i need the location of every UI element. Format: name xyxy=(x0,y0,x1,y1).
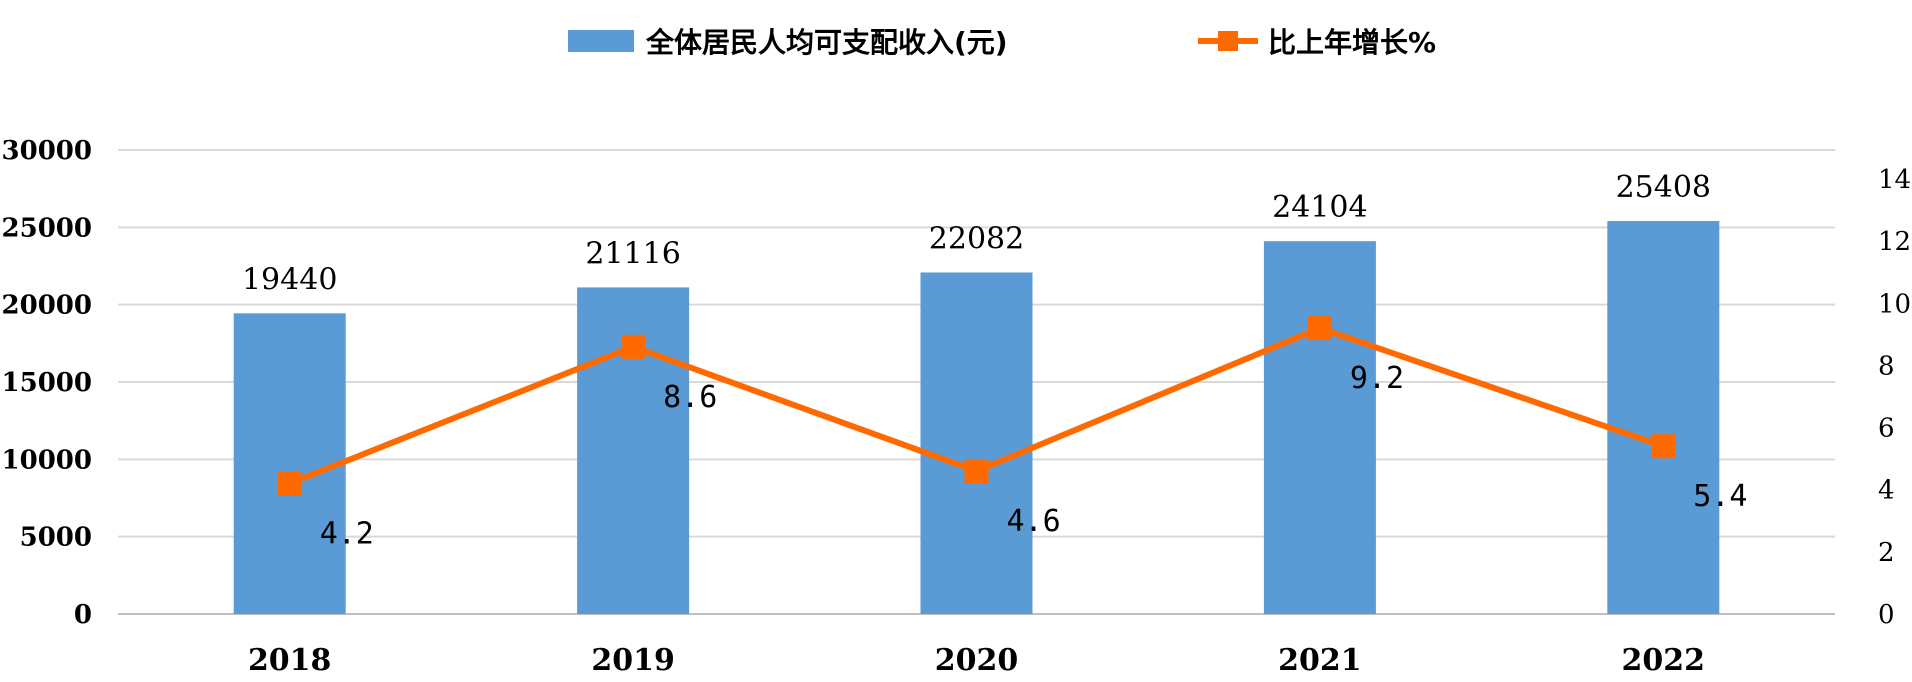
line-data-label: 4.6 xyxy=(1007,504,1061,539)
x-axis: 2018 2019 2020 2021 2022 xyxy=(248,643,1705,678)
line-marker xyxy=(621,334,646,359)
left-tick-label: 10000 xyxy=(2,445,92,475)
x-tick-label: 2018 xyxy=(248,643,332,678)
right-tick-label: 2 xyxy=(1878,538,1895,568)
line-marker xyxy=(1307,316,1332,341)
bar xyxy=(233,313,346,614)
right-tick-label: 12 xyxy=(1878,227,1911,257)
right-tick-label: 10 xyxy=(1878,289,1911,319)
line-data-label: 8.6 xyxy=(663,380,717,415)
bar-series: 19440 21116 22082 24104 25408 xyxy=(233,170,1720,614)
line-series: 4.2 8.6 4.6 9.2 5.4 xyxy=(277,316,1747,552)
legend-label-bar: 全体居民人均可支配收入(元) xyxy=(645,26,1008,59)
x-tick-label: 2022 xyxy=(1622,643,1706,678)
left-tick-label: 25000 xyxy=(2,213,92,243)
bar xyxy=(1263,241,1376,614)
legend-swatch-bar xyxy=(568,30,634,52)
x-tick-label: 2019 xyxy=(591,643,675,678)
left-tick-label: 5000 xyxy=(20,523,92,553)
left-tick-label: 15000 xyxy=(2,368,92,398)
x-tick-label: 2021 xyxy=(1278,643,1362,678)
bar-data-label: 19440 xyxy=(242,262,337,297)
bar-data-label: 24104 xyxy=(1272,190,1367,225)
right-tick-label: 4 xyxy=(1878,476,1895,506)
bar xyxy=(1607,221,1720,614)
left-tick-label: 0 xyxy=(74,600,92,630)
bar-data-label: 21116 xyxy=(585,236,680,271)
line-data-label: 4.2 xyxy=(320,517,374,552)
right-tick-label: 14 xyxy=(1878,165,1911,195)
bar-data-label: 25408 xyxy=(1616,170,1711,205)
bar-data-label: 22082 xyxy=(929,221,1024,256)
x-tick-label: 2020 xyxy=(935,643,1019,678)
right-y-axis: 0 2 4 6 8 10 12 14 xyxy=(1878,165,1911,630)
bar xyxy=(920,272,1033,614)
left-tick-label: 30000 xyxy=(2,136,92,166)
left-y-axis: 0 5000 10000 15000 20000 25000 30000 xyxy=(2,136,92,630)
line-marker xyxy=(277,471,302,496)
legend-swatch-marker xyxy=(1218,31,1238,51)
line-data-label: 5.4 xyxy=(1693,479,1747,514)
line-marker xyxy=(964,459,989,484)
right-tick-label: 8 xyxy=(1878,351,1895,381)
legend-label-line: 比上年增长% xyxy=(1268,26,1436,59)
right-tick-label: 0 xyxy=(1878,600,1895,630)
legend: 全体居民人均可支配收入(元) 比上年增长% xyxy=(568,26,1436,59)
right-tick-label: 6 xyxy=(1878,414,1895,444)
line-marker xyxy=(1651,434,1676,459)
left-tick-label: 20000 xyxy=(2,291,92,321)
line-data-label: 9.2 xyxy=(1350,361,1404,396)
